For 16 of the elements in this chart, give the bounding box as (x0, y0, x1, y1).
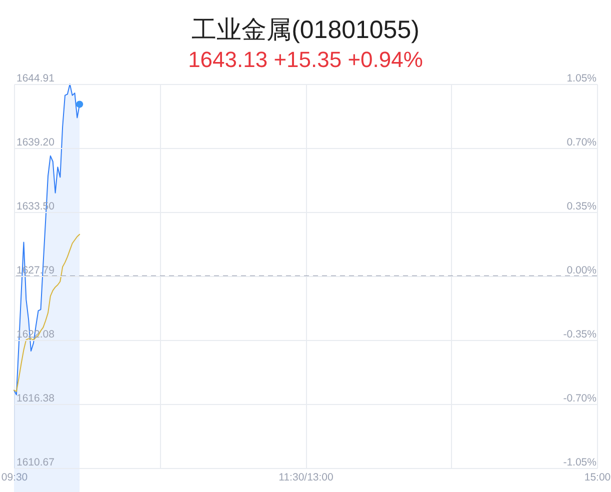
y-tick-label: 1644.91 (16, 72, 55, 84)
y2-tick-label: 0.70% (566, 136, 596, 148)
y2-tick-label: 1.05% (566, 72, 596, 84)
y-tick-label: 1639.20 (16, 136, 55, 149)
y-tick-label: 1610.67 (16, 456, 55, 468)
y2-tick-label: -0.35% (563, 328, 596, 340)
x-tick-label: 09:30 (1, 472, 28, 484)
y2-tick-label: 0.00% (566, 264, 596, 276)
y2-tick-label: -0.70% (563, 392, 596, 404)
y2-tick-label: 0.35% (566, 200, 596, 212)
chart-subtitle: 1643.13 +15.35 +0.94% (188, 47, 423, 72)
x-tick-label: 11:30/13:00 (278, 472, 334, 484)
y-tick-label: 1616.38 (16, 392, 55, 404)
chart-title: 工业金属(01801055) (192, 16, 420, 44)
y2-tick-label: -1.05% (563, 456, 596, 468)
x-tick-label: 15:00 (584, 472, 611, 484)
